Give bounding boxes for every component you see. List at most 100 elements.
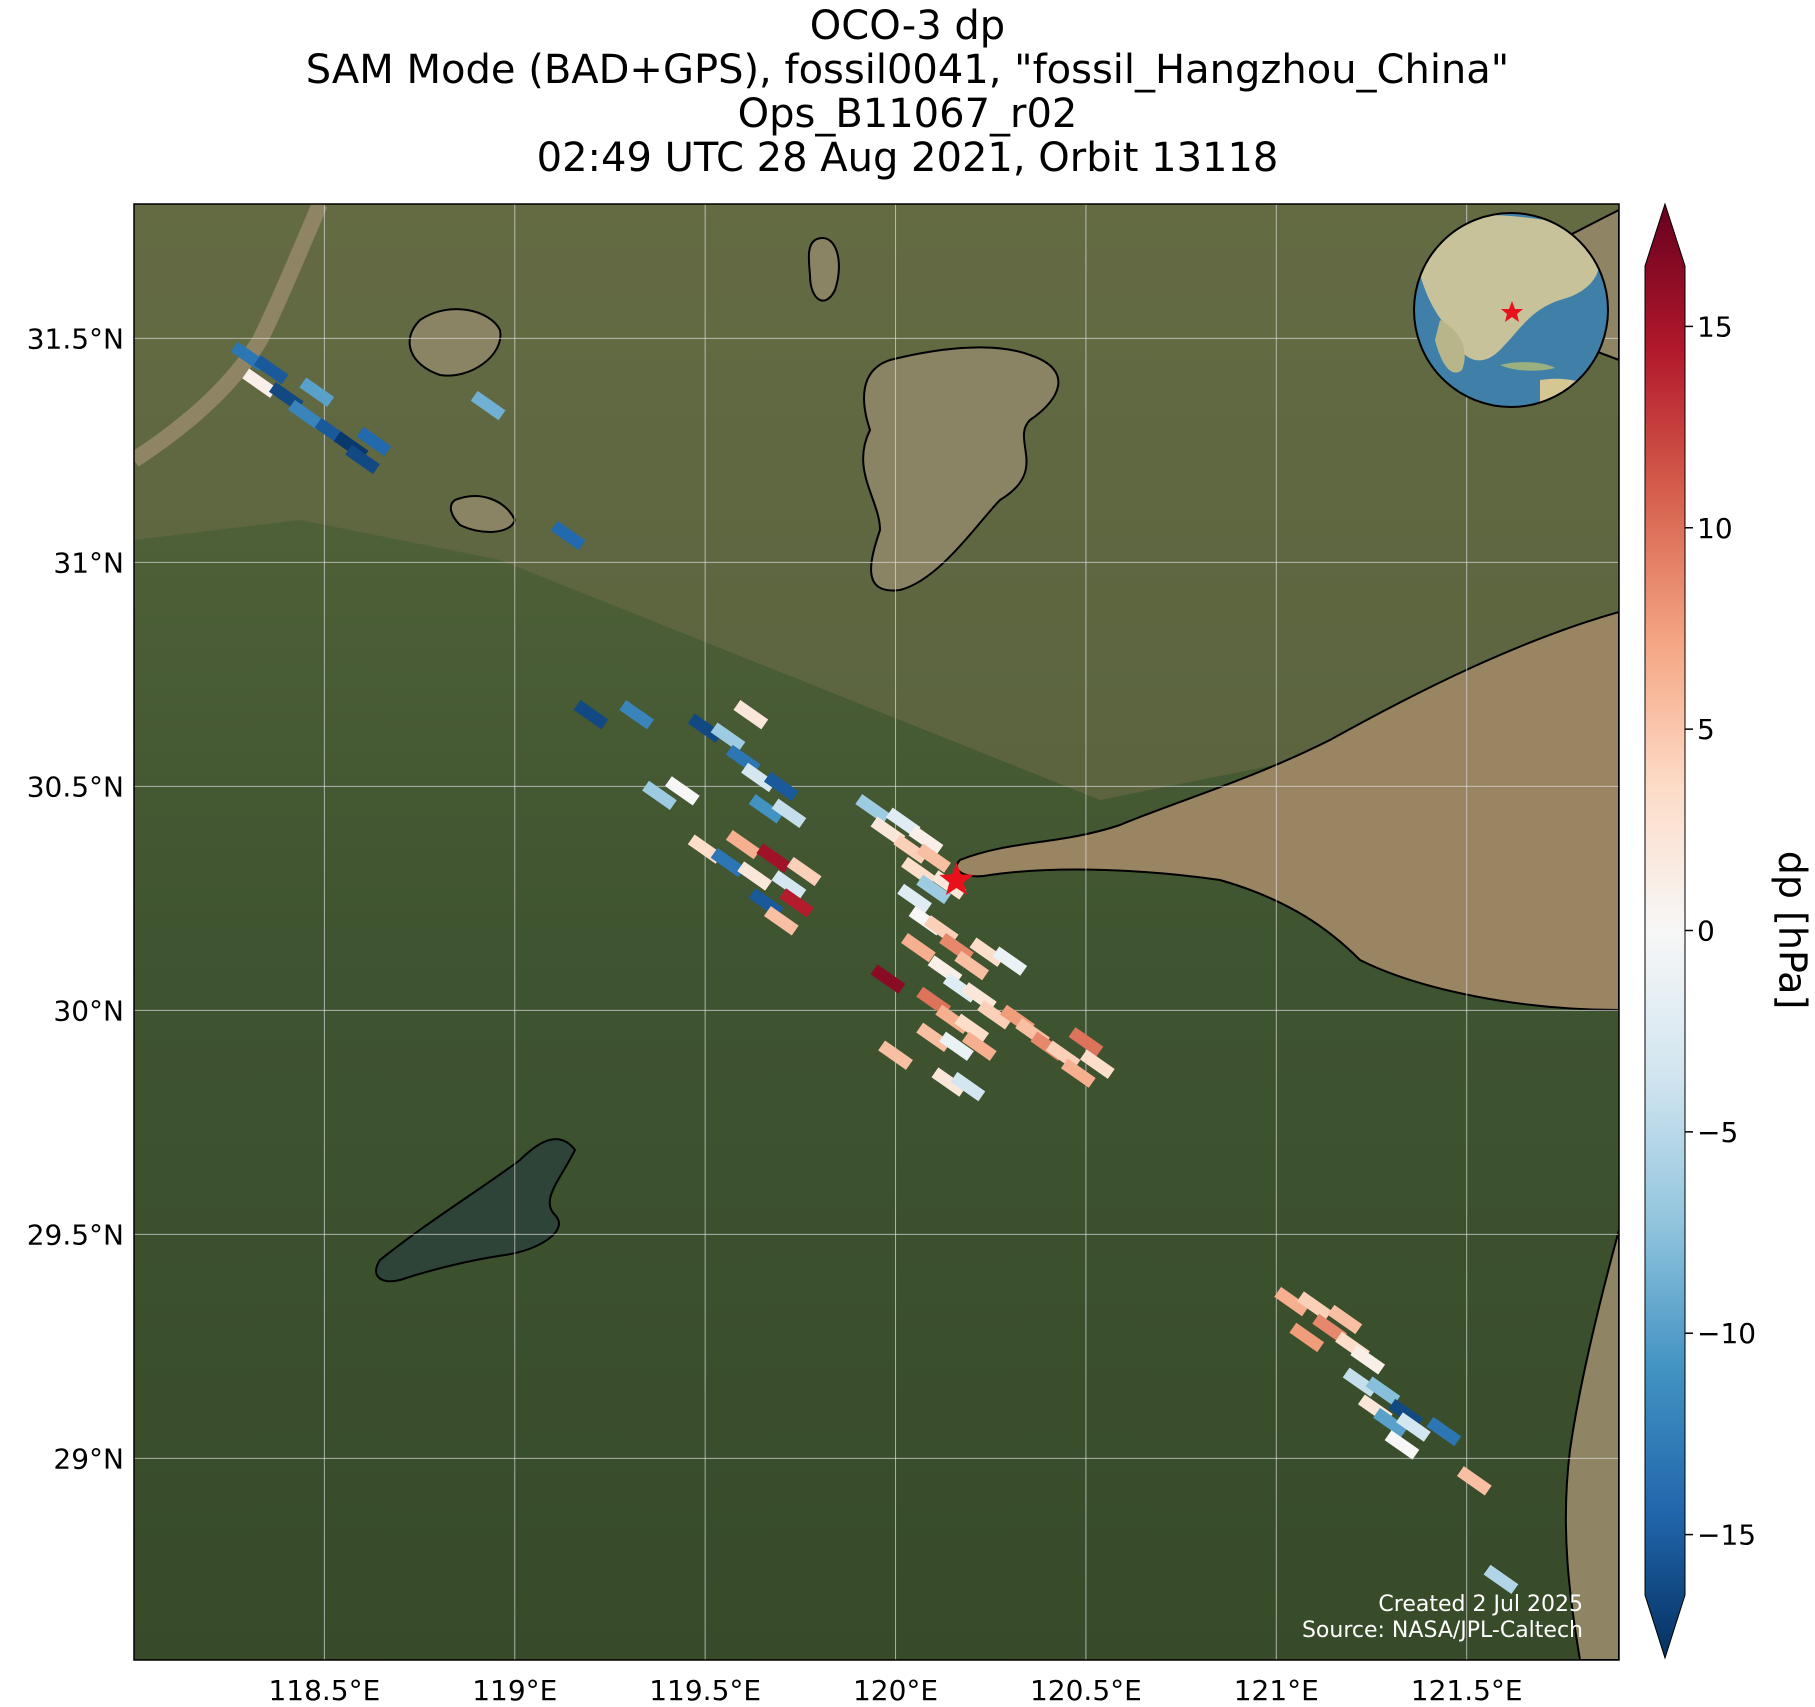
sounding-footprint bbox=[1060, 1058, 1096, 1088]
sounding-footprint bbox=[897, 883, 932, 914]
sounding-footprint bbox=[961, 1031, 997, 1061]
sounding-footprint bbox=[741, 762, 776, 793]
sounding-footprint bbox=[748, 794, 784, 824]
lon-tick-label: 119.5°E bbox=[649, 1674, 761, 1707]
sounding-footprint bbox=[253, 355, 289, 385]
sounding-footprint bbox=[939, 1031, 974, 1061]
sounding-footprint bbox=[977, 1000, 1012, 1030]
lon-tick-label: 118.5°E bbox=[268, 1674, 380, 1707]
lon-tick-label: 121.5°E bbox=[1411, 1674, 1523, 1707]
sounding-footprint bbox=[763, 906, 799, 936]
globe-indonesia bbox=[1500, 362, 1555, 371]
lat-tick-label: 31.5°N bbox=[27, 322, 124, 355]
coastal-water-south bbox=[1564, 1229, 1619, 1660]
qiandao-lake bbox=[375, 1138, 577, 1283]
yangtze-river-northwest bbox=[134, 204, 328, 467]
sounding-footprint bbox=[908, 825, 944, 855]
lon-tick-label: 121°E bbox=[1234, 1674, 1319, 1707]
sounding-footprint bbox=[779, 888, 814, 918]
sounding-footprint bbox=[771, 798, 807, 828]
lon-tick-label: 120.5°E bbox=[1030, 1674, 1142, 1707]
sounding-footprint bbox=[1312, 1313, 1347, 1344]
sounding-footprint bbox=[763, 771, 799, 802]
sounding-footprint bbox=[1483, 1564, 1519, 1595]
sounding-footprint bbox=[1342, 1367, 1378, 1397]
map-subtitle: SAM Mode (BAD+GPS), fossil0041, "fossil_… bbox=[305, 47, 1510, 93]
sounding-footprint bbox=[1426, 1416, 1462, 1447]
sounding-footprint bbox=[1373, 1407, 1408, 1438]
sounding-footprint bbox=[885, 807, 921, 837]
sounding-footprint bbox=[950, 1071, 986, 1102]
sounding-footprint bbox=[786, 856, 822, 887]
sounding-footprint bbox=[916, 874, 951, 905]
small-lake-north bbox=[807, 237, 840, 302]
sounding-footprint bbox=[687, 713, 723, 743]
sounding-footprint bbox=[1384, 1430, 1420, 1460]
sounding-footprint bbox=[954, 950, 990, 981]
globe-inset bbox=[1413, 212, 1609, 408]
sounding-footprint bbox=[299, 377, 335, 407]
sounding-footprint bbox=[242, 368, 278, 398]
sounding-footprint bbox=[725, 829, 761, 860]
small-lake-west bbox=[408, 308, 502, 377]
created-date: Created 2 Jul 2025 bbox=[1378, 1592, 1583, 1617]
small-lake-gucheng bbox=[449, 495, 517, 533]
sounding-footprint bbox=[710, 722, 746, 752]
sounding-footprint bbox=[664, 776, 700, 806]
sounding-footprint bbox=[345, 444, 380, 475]
sounding-footprint bbox=[737, 861, 773, 891]
sounding-footprint bbox=[870, 816, 906, 846]
lat-tick-label: 30.5°N bbox=[27, 770, 124, 803]
longitude-axis: 118.5°E 119°E 119.5°E 120°E 120.5°E 121°E 121.… bbox=[268, 1674, 1522, 1707]
lat-tick-label: 30°N bbox=[53, 994, 124, 1027]
sounding-footprint bbox=[573, 700, 609, 730]
latitude-axis: 31.5°N 31°N 30.5°N 30°N 29.5°N 29°N bbox=[27, 322, 124, 1475]
sounding-footprint bbox=[1068, 1027, 1104, 1057]
globe-asia bbox=[1414, 214, 1600, 361]
sounding-footprint bbox=[878, 1040, 913, 1070]
sounding-footprint bbox=[1365, 1376, 1401, 1406]
sounding-footprint bbox=[1350, 1345, 1386, 1375]
map-version: Ops_B11067_r02 bbox=[737, 91, 1078, 137]
sounding-footprint bbox=[1079, 1049, 1115, 1079]
sounding-footprint bbox=[969, 937, 1005, 967]
globe-target-star bbox=[1501, 301, 1523, 322]
sounding-footprint bbox=[642, 780, 677, 811]
target-layer bbox=[939, 862, 974, 895]
sounding-footprint bbox=[992, 946, 1028, 976]
sounding-footprint bbox=[1327, 1304, 1363, 1335]
lat-tick-label: 31°N bbox=[53, 546, 124, 579]
lat-tick-label: 29°N bbox=[53, 1442, 124, 1475]
sounding-footprint bbox=[931, 1067, 967, 1097]
sounding-footprint bbox=[356, 426, 392, 457]
soundings-layer bbox=[230, 341, 1519, 1595]
sounding-footprint bbox=[619, 700, 654, 730]
sounding-footprint bbox=[287, 399, 323, 430]
sounding-footprint bbox=[771, 870, 807, 900]
map-title: OCO-3 dp bbox=[809, 3, 1006, 49]
globe-india bbox=[1435, 320, 1465, 373]
sounding-footprint bbox=[1396, 1412, 1431, 1442]
source-credit: Source: NASA/JPL-Caltech bbox=[1301, 1618, 1583, 1643]
sounding-footprint bbox=[1289, 1322, 1325, 1353]
sounding-footprint bbox=[733, 700, 769, 730]
sounding-footprint bbox=[916, 1022, 951, 1052]
sounding-footprint bbox=[901, 933, 936, 963]
lon-tick-label: 120°E bbox=[853, 1674, 938, 1707]
sounding-footprint bbox=[916, 843, 951, 873]
target-star bbox=[939, 862, 974, 895]
sounding-footprint bbox=[550, 520, 586, 551]
sounding-footprint bbox=[710, 847, 746, 878]
lon-tick-label: 119°E bbox=[472, 1674, 557, 1707]
taihu-lake bbox=[862, 346, 1060, 592]
graticule bbox=[134, 204, 1619, 1660]
hangzhou-bay bbox=[955, 610, 1619, 1012]
map-frame bbox=[133, 203, 1620, 1661]
lat-tick-label: 29.5°N bbox=[27, 1218, 124, 1251]
sounding-footprint bbox=[470, 390, 506, 421]
sounding-footprint bbox=[855, 794, 891, 824]
sounding-footprint bbox=[756, 843, 792, 873]
sounding-footprint bbox=[1456, 1466, 1492, 1496]
sounding-footprint bbox=[954, 1013, 990, 1043]
